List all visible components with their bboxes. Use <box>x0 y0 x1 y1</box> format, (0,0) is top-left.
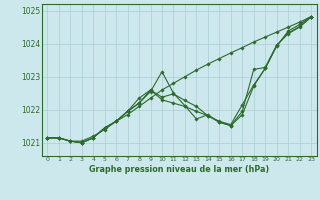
X-axis label: Graphe pression niveau de la mer (hPa): Graphe pression niveau de la mer (hPa) <box>89 165 269 174</box>
